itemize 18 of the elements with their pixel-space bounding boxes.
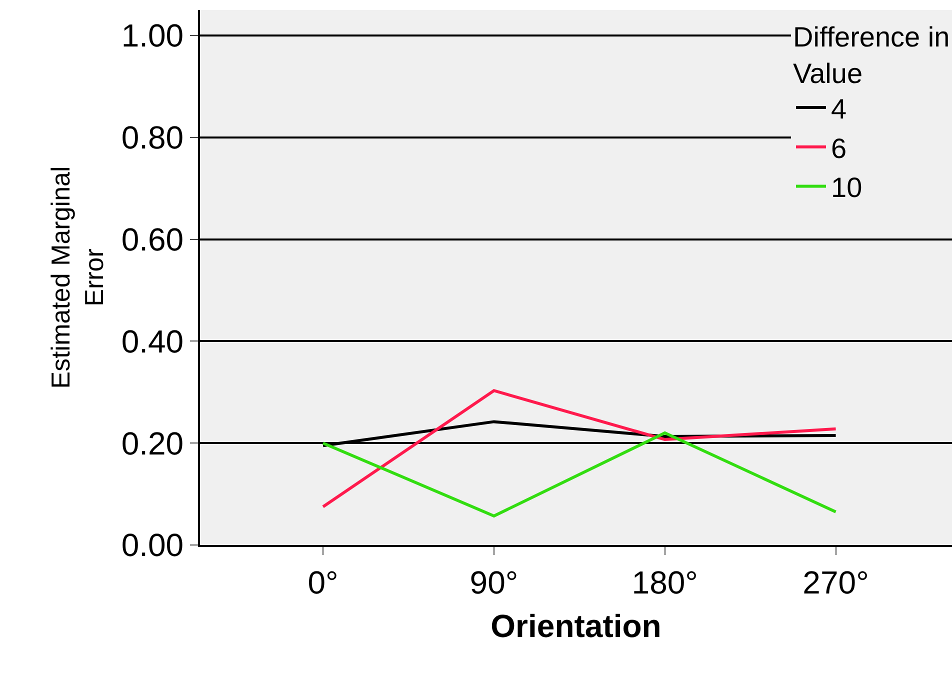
y-axis-title: Estimated Marginal Error xyxy=(45,166,110,389)
x-tick-label: 0° xyxy=(308,564,338,600)
legend-label: 6 xyxy=(831,132,847,164)
x-tick-label: 90° xyxy=(470,564,518,600)
legend-label: 10 xyxy=(831,172,862,204)
y-tick-label: 0.00 xyxy=(121,527,184,564)
y-tick-label: 1.00 xyxy=(121,18,184,54)
line-series xyxy=(322,389,838,508)
x-axis-title: Orientation xyxy=(490,608,662,644)
x-tick-label: 270° xyxy=(802,564,869,600)
legend-label: 4 xyxy=(831,93,847,124)
legend-title: Difference in Value xyxy=(793,21,950,89)
y-tick-label: 0.40 xyxy=(121,323,184,360)
y-tick-label: 0.20 xyxy=(121,425,184,462)
line-series xyxy=(322,431,838,518)
x-tick-label: 180° xyxy=(632,564,698,600)
y-tick-label: 0.60 xyxy=(121,221,184,258)
y-tick-label: 0.80 xyxy=(121,120,184,156)
